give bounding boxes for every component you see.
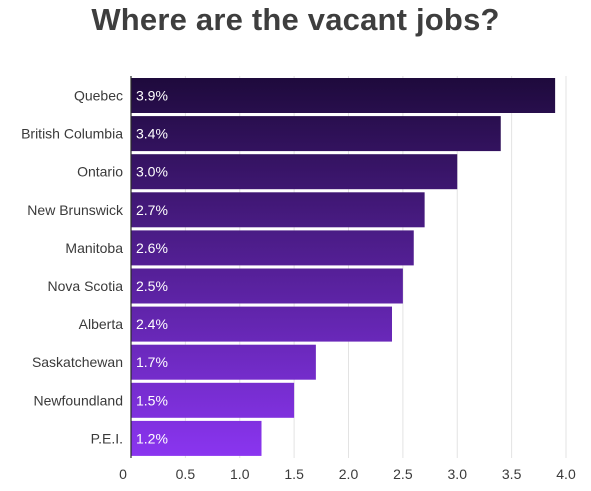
category-label: Newfoundland bbox=[33, 392, 123, 408]
data-label: 2.4% bbox=[136, 316, 168, 332]
x-tick-label: 1.5 bbox=[284, 466, 304, 482]
x-tick-label: 0.5 bbox=[176, 466, 196, 482]
data-label: 1.7% bbox=[136, 354, 168, 370]
category-label: Manitoba bbox=[65, 240, 123, 256]
data-label: 2.6% bbox=[136, 240, 168, 256]
category-label: Ontario bbox=[77, 164, 123, 180]
x-tick-label: 1.0 bbox=[230, 466, 250, 482]
bar bbox=[131, 230, 414, 266]
bar bbox=[131, 192, 425, 228]
bar bbox=[131, 382, 295, 418]
category-label: British Columbia bbox=[21, 126, 123, 142]
bar bbox=[131, 420, 262, 456]
x-tick-label: 0 bbox=[119, 466, 127, 482]
category-label: Alberta bbox=[79, 316, 124, 332]
data-label: 3.4% bbox=[136, 126, 168, 142]
data-label: 1.2% bbox=[136, 430, 168, 446]
x-tick-label: 2.0 bbox=[339, 466, 359, 482]
x-tick-label: 2.5 bbox=[393, 466, 413, 482]
category-label: Quebec bbox=[74, 88, 123, 104]
bar bbox=[131, 344, 316, 380]
x-axis-ticks: 0 0.5 1.0 1.5 2.0 2.5 3.0 3.5 4.0 bbox=[119, 466, 576, 482]
bar bbox=[131, 268, 403, 304]
category-labels: Quebec British Columbia Ontario New Brunswi… bbox=[21, 88, 124, 447]
data-label: 3.9% bbox=[136, 88, 168, 104]
bar bbox=[131, 306, 392, 342]
data-labels: 3.9% 3.4% 3.0% 2.7% 2.6% 2.5% 2.4% 1.7% 1.5% 1.2% bbox=[136, 88, 168, 447]
bars bbox=[131, 78, 556, 456]
x-tick-label: 3.0 bbox=[448, 466, 468, 482]
chart-title: Where are the vacant jobs? bbox=[91, 2, 500, 37]
category-label: Nova Scotia bbox=[48, 278, 124, 294]
bar bbox=[131, 116, 501, 152]
data-label: 1.5% bbox=[136, 392, 168, 408]
data-label: 3.0% bbox=[136, 164, 168, 180]
bar bbox=[131, 154, 458, 190]
data-label: 2.7% bbox=[136, 202, 168, 218]
category-label: Saskatchewan bbox=[32, 354, 123, 370]
x-tick-label: 4.0 bbox=[556, 466, 576, 482]
category-label: P.E.I. bbox=[91, 430, 123, 446]
x-tick-label: 3.5 bbox=[502, 466, 522, 482]
data-label: 2.5% bbox=[136, 278, 168, 294]
bar bbox=[131, 78, 556, 113]
category-label: New Brunswick bbox=[27, 202, 124, 218]
